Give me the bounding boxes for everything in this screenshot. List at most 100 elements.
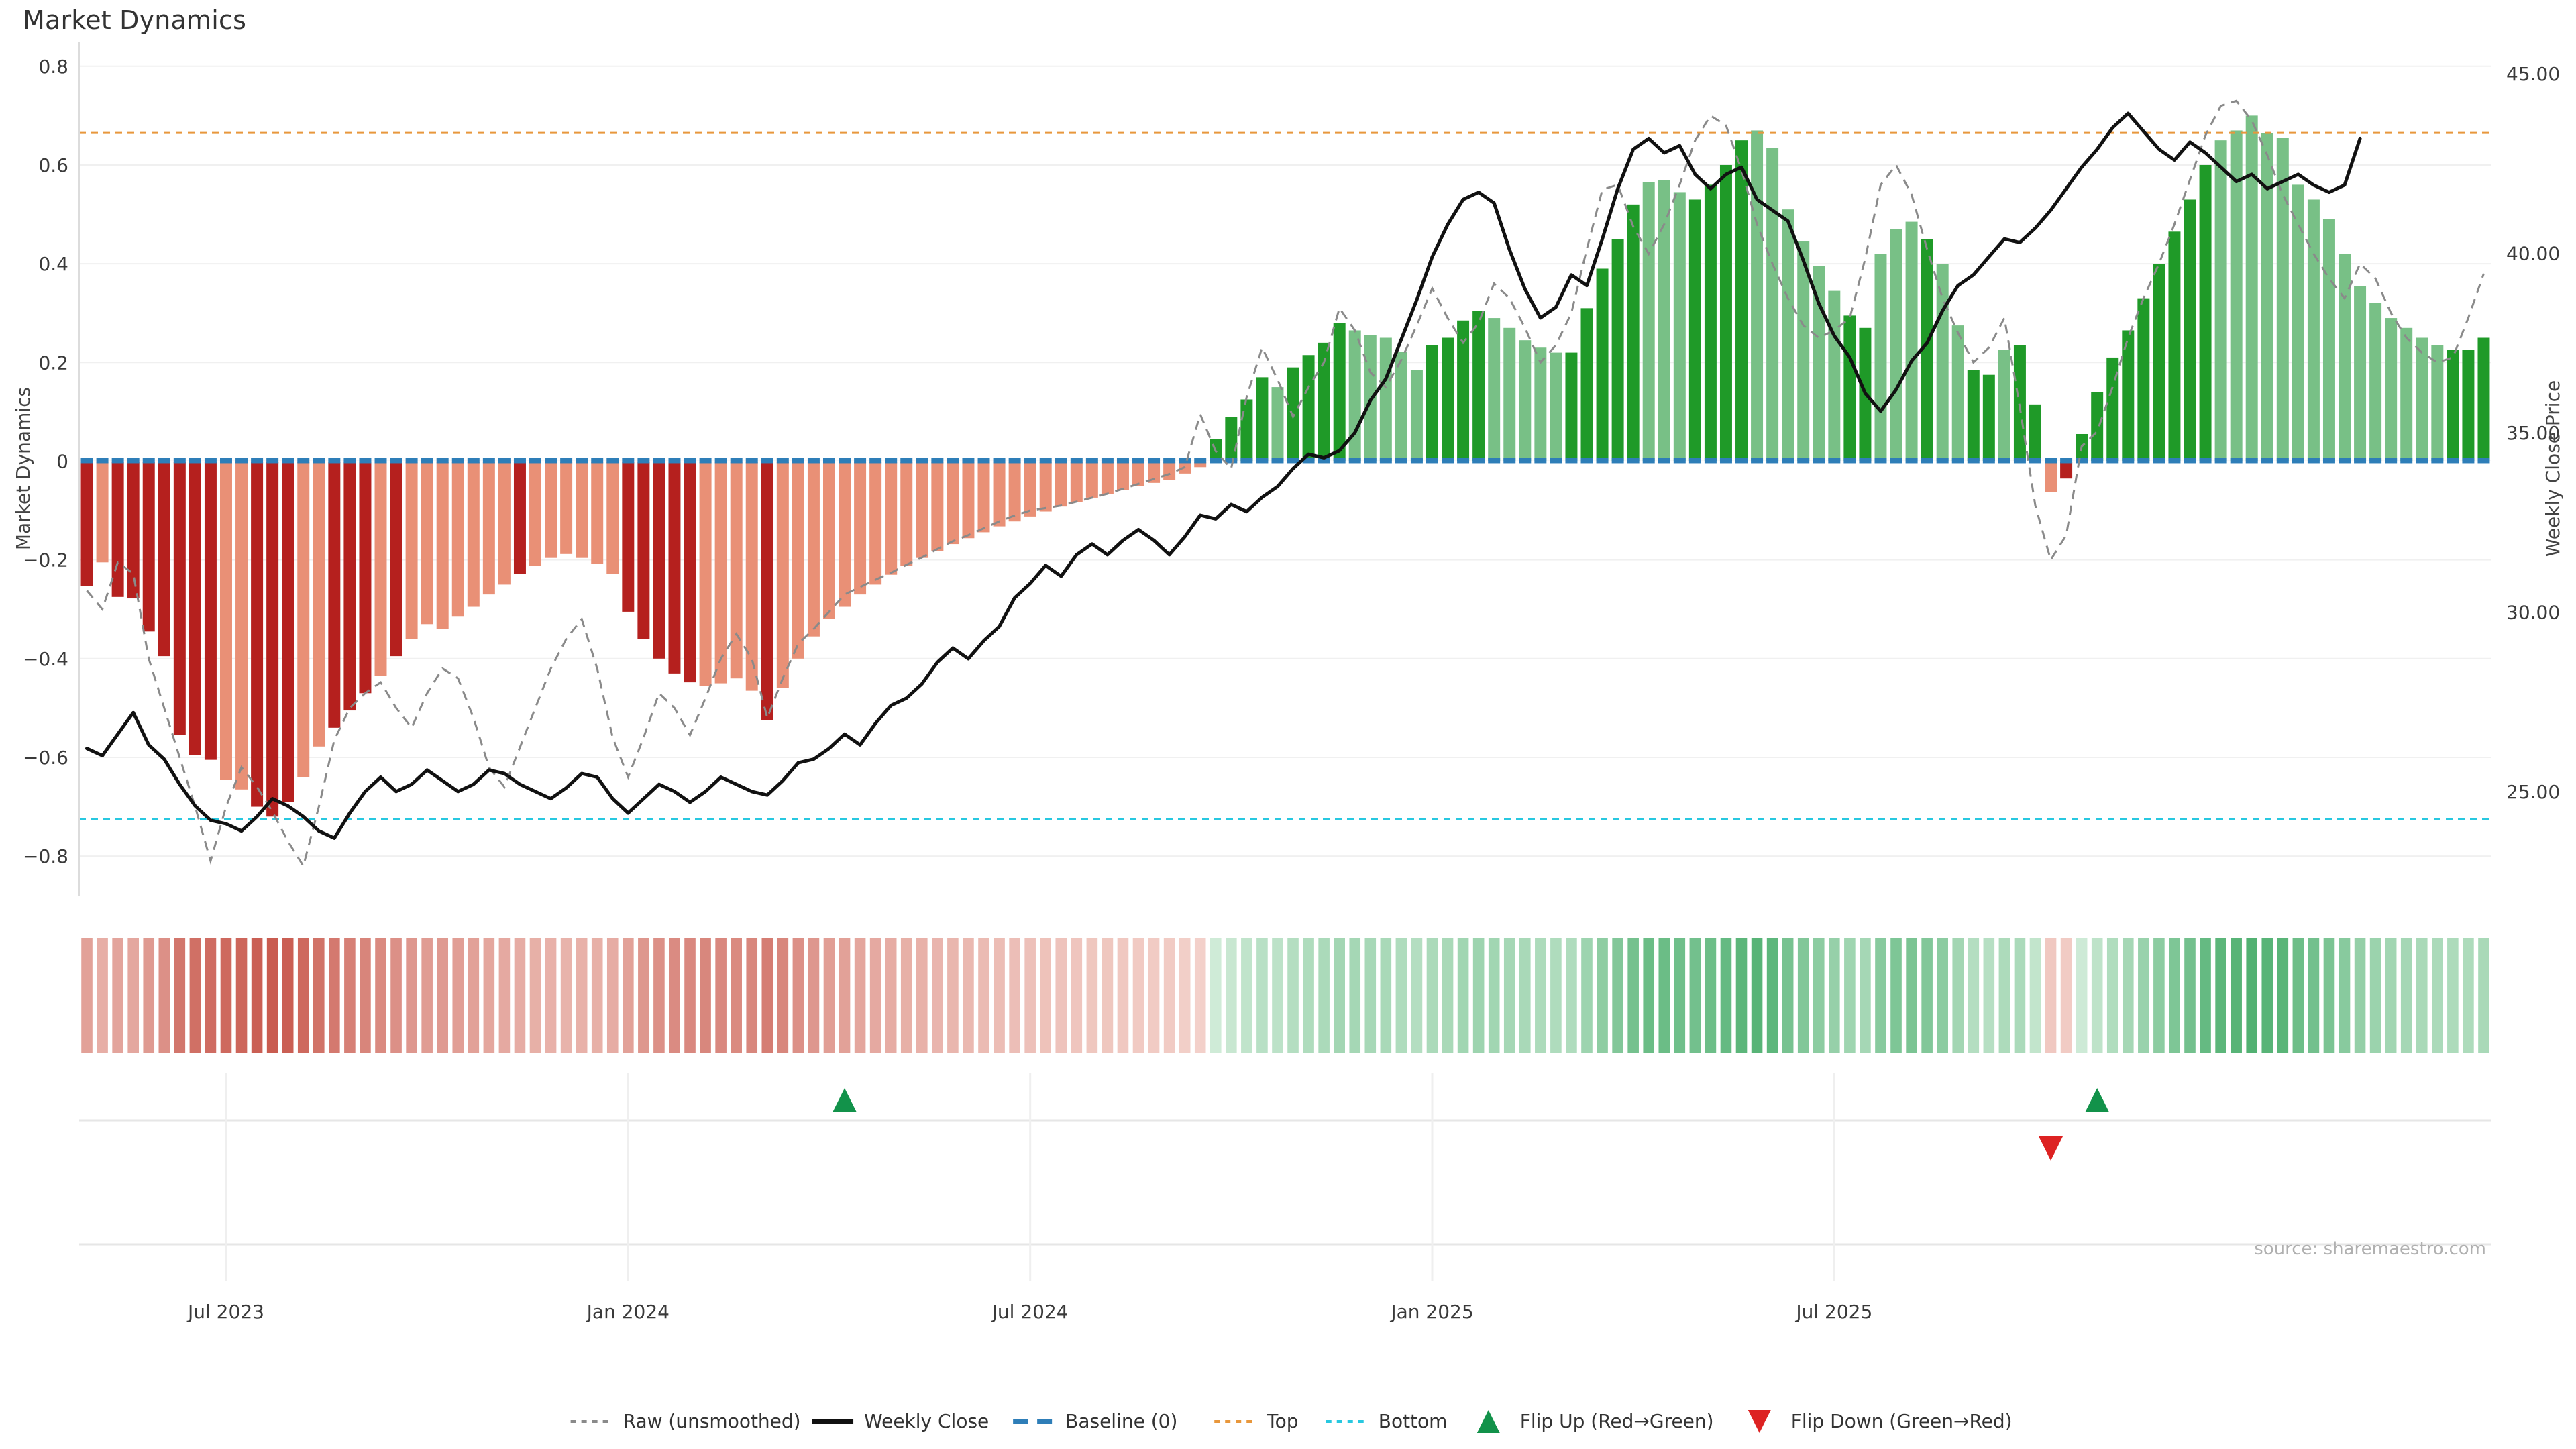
heatmap-cell xyxy=(1272,938,1283,1053)
bar xyxy=(1627,204,1640,462)
bar xyxy=(173,461,186,735)
bar xyxy=(2276,138,2289,462)
heatmap-cell xyxy=(2447,938,2459,1053)
heatmap-cell xyxy=(792,938,804,1053)
baseline-dash-segment xyxy=(1905,458,1918,464)
heatmap-cell xyxy=(282,938,294,1053)
baseline-dash-segment xyxy=(1688,458,1701,464)
heatmap-cell xyxy=(1071,938,1083,1053)
baseline-dash-segment xyxy=(1410,458,1423,464)
bar xyxy=(1704,184,1717,462)
heatmap-cell xyxy=(1287,938,1299,1053)
bar xyxy=(1488,318,1501,462)
heatmap-cell xyxy=(1813,938,1825,1053)
heatmap-cell xyxy=(2323,938,2335,1053)
bar xyxy=(2385,318,2398,462)
baseline-dash-segment xyxy=(80,458,93,464)
bar xyxy=(776,461,789,688)
baseline-dash-segment xyxy=(1766,458,1779,464)
baseline-dash-segment xyxy=(127,458,140,464)
baseline-dash-segment xyxy=(1704,458,1717,464)
bar xyxy=(1503,327,1516,462)
bar xyxy=(1967,370,1980,462)
bar xyxy=(2339,254,2351,462)
bar xyxy=(2153,264,2165,462)
baseline-dash-segment xyxy=(2076,458,2088,464)
bar xyxy=(142,461,155,632)
baseline-dash-segment xyxy=(668,458,681,464)
heatmap-cell xyxy=(669,938,680,1053)
bar xyxy=(2400,327,2413,462)
bar xyxy=(1271,387,1284,462)
baseline-dash-segment xyxy=(1302,458,1315,464)
heatmap-cell xyxy=(1581,938,1593,1053)
heatmap-cell xyxy=(1117,938,1129,1053)
baseline-dash-segment xyxy=(1890,458,1902,464)
bar xyxy=(2322,219,2335,462)
heatmap-cell xyxy=(591,938,603,1053)
heatmap-cell xyxy=(1952,938,1964,1053)
x-axis: Jul 2023 Jan 2024 Jul 2024 Jan 2025 Jul 2025 xyxy=(186,1301,1872,1323)
bar xyxy=(436,461,449,629)
baseline-dash-segment xyxy=(1967,458,1980,464)
heatmap-cell xyxy=(777,938,789,1053)
svg-text:−0.6: −0.6 xyxy=(23,747,68,769)
baseline-dash-segment xyxy=(1132,458,1145,464)
baseline-dash-segment xyxy=(2385,458,2398,464)
heatmap-cell xyxy=(1535,938,1546,1053)
bar xyxy=(745,461,758,691)
bar xyxy=(1318,342,1330,462)
heatmap-cell xyxy=(360,938,371,1053)
x-axis-tick-label: Jan 2024 xyxy=(586,1301,669,1323)
heatmap-cell xyxy=(715,938,727,1053)
baseline-dash-segment xyxy=(1782,458,1794,464)
bar xyxy=(80,461,93,586)
bar xyxy=(1874,254,1887,462)
bar xyxy=(2369,303,2382,462)
heatmap-cell xyxy=(514,938,526,1053)
baseline-dash-segment xyxy=(1982,458,1995,464)
baseline-dash-segment xyxy=(869,458,882,464)
heatmap-cell xyxy=(2184,938,2196,1053)
heatmap-cell xyxy=(81,938,93,1053)
bar xyxy=(699,461,712,686)
baseline-dash-segment xyxy=(1379,458,1392,464)
bar xyxy=(1395,352,1407,462)
heatmap-cell xyxy=(2231,938,2242,1053)
heatmap-cell xyxy=(978,938,989,1053)
svg-text:0.2: 0.2 xyxy=(38,352,68,374)
bar xyxy=(2137,298,2150,462)
baseline-dash-segment xyxy=(1673,458,1686,464)
flip-marker-panel xyxy=(79,1073,2491,1281)
legend-item-label: Flip Up (Red→Green) xyxy=(1520,1410,1714,1432)
bar xyxy=(622,461,635,612)
heatmap-cell xyxy=(2308,938,2320,1053)
baseline-dash-segment xyxy=(947,458,959,464)
x-axis-tick-label: Jul 2025 xyxy=(1794,1301,1872,1323)
heatmap-cell xyxy=(947,938,959,1053)
bar xyxy=(1534,347,1547,462)
baseline-dash-segment xyxy=(2106,458,2119,464)
baseline-dash-segment xyxy=(421,458,433,464)
bar xyxy=(1333,323,1346,462)
heatmap-cell xyxy=(483,938,495,1053)
bar xyxy=(1951,325,1964,462)
bar xyxy=(1782,209,1794,462)
baseline-dash-segment xyxy=(173,458,186,464)
baseline-dash-segment xyxy=(2137,458,2150,464)
legend-item-label: Weekly Close xyxy=(864,1410,989,1432)
heatmap-cell xyxy=(1720,938,1732,1053)
baseline-dash-segment xyxy=(2214,458,2227,464)
baseline-dash-segment xyxy=(2292,458,2304,464)
heatmap-cell xyxy=(1829,938,1840,1053)
baseline-dash-segment xyxy=(1534,458,1547,464)
heatmap-cell xyxy=(839,938,851,1053)
heatmap-cell xyxy=(1256,938,1268,1053)
bar xyxy=(127,461,140,599)
bar xyxy=(993,461,1006,527)
bar xyxy=(359,461,372,694)
heatmap-cell xyxy=(1334,938,1345,1053)
heatmap-cell xyxy=(2246,938,2258,1053)
y-axis-right: 25.00 30.00 35.00 40.00 45.00 Weekly Close Pr… xyxy=(2506,63,2564,803)
baseline-dash-segment xyxy=(1797,458,1810,464)
